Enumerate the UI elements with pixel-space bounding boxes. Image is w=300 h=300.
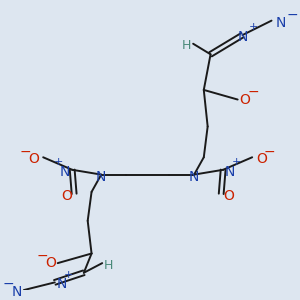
Text: −: −: [20, 145, 32, 158]
Text: H: H: [104, 259, 113, 272]
Text: H: H: [182, 39, 191, 52]
Text: N: N: [189, 169, 199, 184]
Text: −: −: [264, 145, 275, 158]
Text: N: N: [96, 169, 106, 184]
Text: O: O: [223, 189, 234, 203]
Text: −: −: [247, 85, 259, 99]
Text: N: N: [11, 285, 22, 299]
Text: −: −: [36, 248, 48, 262]
Text: O: O: [240, 92, 250, 106]
Text: N: N: [60, 165, 70, 179]
Text: −: −: [287, 8, 298, 22]
Text: O: O: [61, 189, 72, 203]
Text: +: +: [232, 157, 242, 167]
Text: O: O: [256, 152, 267, 166]
Text: N: N: [237, 30, 248, 44]
Text: +: +: [64, 270, 73, 280]
Text: N: N: [276, 16, 286, 30]
Text: +: +: [248, 22, 258, 32]
Text: +: +: [54, 157, 63, 167]
Text: −: −: [2, 277, 14, 291]
Text: N: N: [57, 277, 67, 291]
Text: N: N: [225, 165, 236, 179]
Text: O: O: [45, 256, 56, 270]
Text: O: O: [28, 152, 39, 166]
